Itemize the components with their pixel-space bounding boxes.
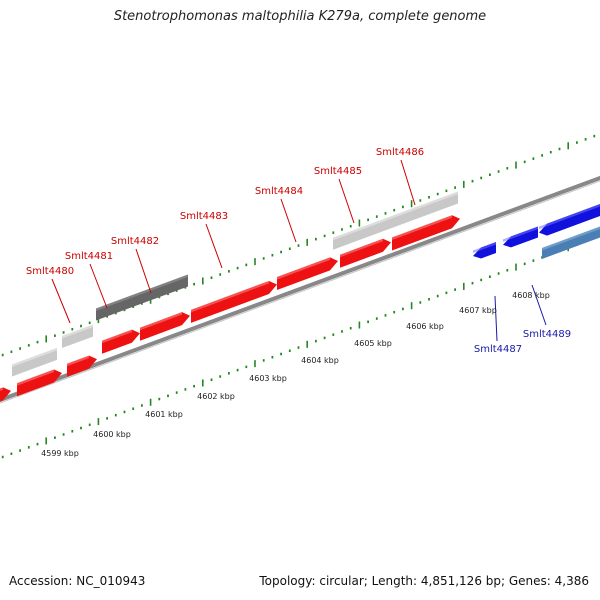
accession-text: Accession: NC_010943 [9, 574, 146, 588]
gene-label-smlt4481[interactable]: Smlt4481 [65, 251, 113, 262]
gene-label-smlt4483[interactable]: Smlt4483 [180, 211, 228, 222]
genome-summary-text: Topology: circular; Length: 4,851,126 bp… [259, 574, 589, 588]
gene-highlight [277, 257, 330, 280]
gene-highlight [67, 355, 89, 367]
gene-highlight [473, 241, 496, 253]
forward-gene[interactable] [17, 369, 62, 397]
gene-label-smlt4487[interactable]: Smlt4487 [474, 344, 522, 355]
scale-label: 4602 kbp [197, 392, 235, 401]
label-layer: Smlt4480 Smlt4481 Smlt4482 Smlt4483 Smlt… [26, 147, 571, 458]
backbone-shadow [0, 180, 600, 404]
forward-gene[interactable] [340, 238, 391, 268]
forward-gene[interactable] [191, 280, 277, 323]
label-leader-line [205, 223, 223, 269]
gene-highlight [542, 226, 600, 251]
reverse-gene[interactable] [542, 223, 600, 259]
gene-label-smlt4489[interactable]: Smlt4489 [523, 329, 571, 340]
genome-backbone [0, 175, 600, 404]
scale-label: 4605 kbp [354, 339, 392, 348]
gene-highlight [0, 387, 3, 392]
gene-highlight [62, 324, 93, 339]
feature-track [12, 191, 458, 377]
feature-bar[interactable] [62, 324, 93, 349]
gene-label-smlt4480[interactable]: Smlt4480 [26, 266, 74, 277]
label-leader-line [400, 159, 416, 206]
forward-gene[interactable] [140, 312, 190, 341]
scale-label: 4600 kbp [93, 430, 131, 439]
gene-label-smlt4484[interactable]: Smlt4484 [255, 186, 303, 197]
forward-gene[interactable] [67, 355, 97, 377]
feature-bar[interactable] [333, 191, 458, 250]
gene-highlight [102, 329, 132, 344]
forward-gene[interactable] [392, 215, 460, 251]
scale-label: 4599 kbp [41, 449, 79, 458]
label-leaders [51, 159, 547, 342]
scale-label: 4603 kbp [249, 374, 287, 383]
gene-highlight [191, 280, 269, 313]
label-leader-line [338, 178, 355, 224]
gene-highlight [140, 312, 182, 331]
scale-label: 4606 kbp [406, 322, 444, 331]
gene-label-smlt4485[interactable]: Smlt4485 [314, 166, 362, 177]
gene-highlight [17, 369, 54, 386]
gene-highlight [392, 215, 452, 240]
label-leader-line [89, 263, 108, 309]
gene-highlight [96, 274, 188, 311]
label-leader-line [531, 284, 547, 326]
gene-track [0, 204, 600, 403]
backbone-line [0, 175, 600, 403]
gene-label-smlt4482[interactable]: Smlt4482 [111, 236, 159, 247]
forward-gene[interactable] [0, 387, 11, 403]
page-title: Stenotrophomonas maltophilia K279a, comp… [113, 9, 487, 24]
forward-gene[interactable] [277, 257, 338, 291]
gene-highlight [539, 204, 600, 230]
gene-highlight [333, 191, 458, 241]
feature-bar[interactable] [12, 347, 57, 377]
scale-label: 4607 kbp [459, 306, 497, 315]
gene-label-smlt4486[interactable]: Smlt4486 [376, 147, 424, 158]
scale-label: 4608 kbp [512, 291, 550, 300]
label-leader-line [51, 278, 71, 324]
scale-label: 4604 kbp [301, 356, 339, 365]
gene-highlight [12, 347, 57, 368]
scale-label: 4601 kbp [145, 410, 183, 419]
gene-highlight [503, 226, 538, 242]
label-leader-line [135, 248, 152, 294]
label-leader-line [280, 198, 297, 243]
forward-gene[interactable] [102, 329, 140, 354]
gene-highlight [340, 238, 383, 258]
label-leader-line [494, 295, 498, 342]
feature-bar[interactable] [96, 274, 188, 321]
